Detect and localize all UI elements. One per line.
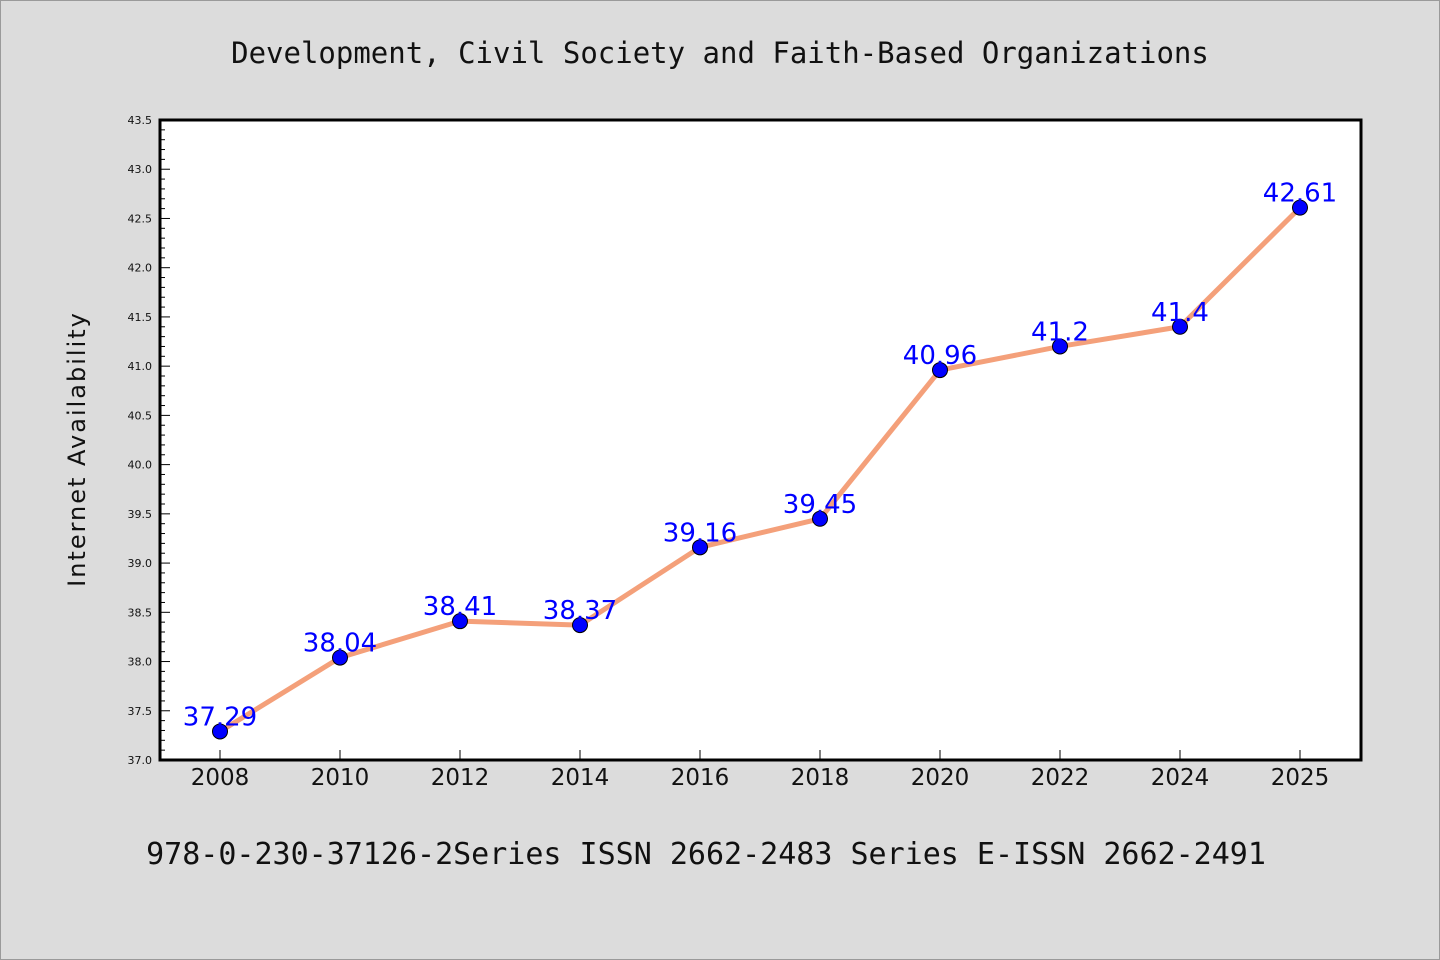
x-tick-label: 2008 [191, 765, 250, 791]
y-tick-label: 40.5 [128, 409, 153, 422]
y-tick-label: 42.5 [128, 212, 153, 225]
y-tick-label: 42.0 [128, 262, 153, 275]
chart-footer: 978-0-230-37126-2Series ISSN 2662-2483 S… [146, 837, 1266, 872]
y-tick-label: 43.5 [128, 114, 153, 127]
x-tick-label: 2010 [311, 765, 370, 791]
y-axis-label: Internet Availability [63, 311, 91, 587]
chart-title: Development, Civil Society and Faith-Bas… [231, 36, 1209, 70]
x-axis: 2008 2010 2012 2014 2016 2018 2020 2022 2024 2025 [191, 750, 1330, 791]
data-label: 41.2 [1031, 317, 1089, 347]
y-tick-label: 39.5 [128, 508, 153, 521]
data-point-marker [1172, 318, 1188, 335]
data-series [212, 199, 1308, 740]
data-label: 41.4 [1151, 298, 1209, 328]
x-tick-label: 2018 [791, 765, 850, 791]
series-line [217, 205, 1303, 734]
data-point-marker [812, 510, 828, 527]
data-label: 39.45 [783, 490, 857, 520]
x-tick-label: 2016 [671, 765, 730, 791]
x-tick-label: 2024 [1151, 765, 1210, 791]
y-tick-label: 38.0 [128, 656, 153, 669]
data-point-marker [332, 649, 348, 666]
x-tick-label: 2014 [551, 765, 610, 791]
data-point-marker [452, 613, 468, 630]
data-point-marker [1052, 338, 1068, 355]
x-tick-label: 2025 [1271, 765, 1330, 791]
y-tick-label: 39.0 [128, 557, 153, 570]
y-tick-label: 40.0 [128, 459, 153, 472]
data-labels: 37.29 38.04 38.41 38.37 39.16 39.45 40.96 41.2 4… [183, 179, 1337, 733]
y-axis: 37.0 37.5 38.0 38.5 39.0 39.5 40.0 40.5 41.0 41.5… [128, 114, 170, 767]
data-label: 42.61 [1263, 179, 1337, 209]
data-label: 38.04 [303, 629, 377, 659]
data-point-marker [932, 362, 948, 379]
x-tick-label: 2022 [1031, 765, 1090, 791]
data-point-marker [572, 617, 588, 634]
y-tick-label: 38.5 [128, 606, 153, 619]
data-point-marker [212, 723, 228, 740]
y-tick-label: 41.5 [128, 311, 153, 324]
data-point-marker [692, 539, 708, 556]
data-label: 37.29 [183, 702, 257, 732]
data-label: 38.37 [543, 596, 617, 626]
y-tick-label: 43.0 [128, 163, 153, 176]
x-tick-label: 2020 [911, 765, 970, 791]
data-label: 40.96 [903, 341, 977, 371]
y-tick-label: 37.5 [128, 705, 153, 718]
y-tick-label: 41.0 [128, 360, 153, 373]
y-tick-label: 37.0 [128, 754, 153, 767]
data-label: 38.41 [423, 592, 497, 622]
x-tick-label: 2012 [431, 765, 490, 791]
data-point-marker [1292, 199, 1308, 216]
data-label: 39.16 [663, 518, 737, 548]
